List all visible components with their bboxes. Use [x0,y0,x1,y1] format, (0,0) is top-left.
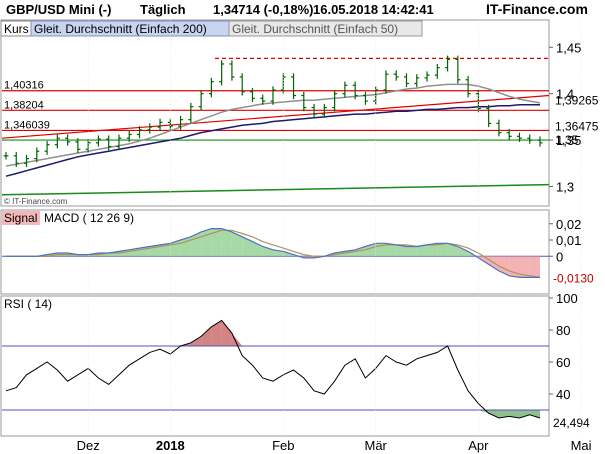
legend: Kurs Gleit. Durchschnitt (Einfach 200) G… [0,20,423,37]
macd-histogram-segment [231,231,243,257]
price-ytick-label: 1,4 [556,87,574,102]
price-ytick-label: 1,45 [556,40,581,55]
rsi-ytick-label: 40 [556,387,570,402]
macd-histogram-segment [180,236,191,257]
ma200-value: 1,36475 [555,119,599,133]
legend-ma50-box [228,20,423,37]
macd-histogram-segment [427,243,438,257]
trendline-rising [1,94,550,139]
macd-histogram-segment [437,243,448,257]
macd-histogram-segment [365,243,376,257]
level-label-3: 1,346039 [4,119,50,131]
datetime-label: 16.05.2018 14:42:41 [313,2,434,17]
macd-histogram-segment [488,256,499,271]
price-panel-frame [0,19,550,207]
macd-histogram-segment [355,246,366,257]
macd-label: MACD ( 12 26 9) [44,211,134,225]
rsi-overbought-fill [190,336,202,346]
trendline-long-support [1,183,550,196]
macd-histogram-segment [385,243,397,257]
interval-label: Täglich [140,2,186,17]
legend-kurs: Kurs [4,22,29,36]
macd-histogram-segment [221,228,232,257]
rsi-line [5,319,541,419]
rsi-overbought-fill [211,320,222,346]
macd-legend: Signal MACD ( 12 26 9) [2,211,134,225]
macd-line [6,228,540,278]
macd-histogram-segment [519,256,530,278]
level-label-2: 1,38204 [4,99,44,111]
x-tick-label: 2018 [156,438,185,453]
macd-histogram-segment [498,256,510,276]
rsi-overbought-fill [221,320,232,346]
x-tick-label: Mär [364,438,387,453]
axes: Dez 2018 Feb Mär Apr Mai [77,20,592,453]
rsi-panel-frame [0,295,550,437]
rsi-overbought-fill [231,333,243,346]
macd-histogram-segment [416,244,428,257]
rsi-oversold-fill [498,410,510,418]
x-tick-label: Dez [77,438,100,453]
level-label-1: 1,40316 [4,80,44,92]
macd-histogram-segment [457,246,469,257]
rsi-ytick-label: 100 [556,291,578,306]
macd-histogram-segment [211,228,222,257]
macd-ytick-label: 0,02 [556,217,581,232]
instrument-title: GBP/USD Mini (-) [6,2,111,17]
rsi-oversold-fill [519,410,530,418]
price-ytick-label: 1,35 [556,133,581,148]
macd-histogram-segment [242,236,253,257]
macd-panel: 0,020,010 -0,0130 [2,217,594,285]
legend-ma50: Gleit. Durchschnitt (Einfach 50) [232,22,398,36]
price-value: 1,35 [555,133,579,147]
x-tick-label: Feb [272,438,294,453]
ma50-value: 1,39265 [555,93,599,107]
rsi-ytick-label: 60 [556,355,570,370]
rsi-oversold-fill [488,410,499,418]
rsi-oversold-fill [529,410,540,418]
rsi-panel: 100 80 60 40 24,494 [2,291,590,430]
rsi-oversold-fill [509,410,520,418]
macd-ytick-label: 0 [556,249,563,264]
header-bar: GBP/USD Mini (-) Täglich 1,34714 (-0,18%… [6,1,588,17]
rsi-value-label: 24,494 [553,416,590,430]
x-tick-label: Apr [468,438,489,453]
brand-label[interactable]: IT-Finance.com [486,1,588,17]
signal-label-box [2,211,40,225]
macd-ytick-label: 0,01 [556,233,581,248]
macd-histogram-segment [201,228,212,257]
rsi-ytick-label: 80 [556,323,570,338]
legend-ma200: Gleit. Durchschnitt (Einfach 200) [34,22,207,36]
macd-histogram-segment [447,243,458,257]
macd-histogram-segment [396,244,407,257]
watermark: © IT-Finance.com [4,197,68,206]
ma200-line [5,104,540,177]
x-tick-label: Mai [571,438,592,453]
rsi-overbought-fill [201,326,212,346]
signal-label: Signal [4,211,37,225]
macd-value-label: -0,0130 [553,271,594,285]
macd-histogram-segment [406,246,417,257]
rsi-label: RSI ( 14) [4,297,52,311]
quote-label: 1,34714 (-0,18%) [213,2,313,17]
macd-histogram-segment [529,256,540,278]
price-ytick-label: 1,3 [556,179,574,194]
